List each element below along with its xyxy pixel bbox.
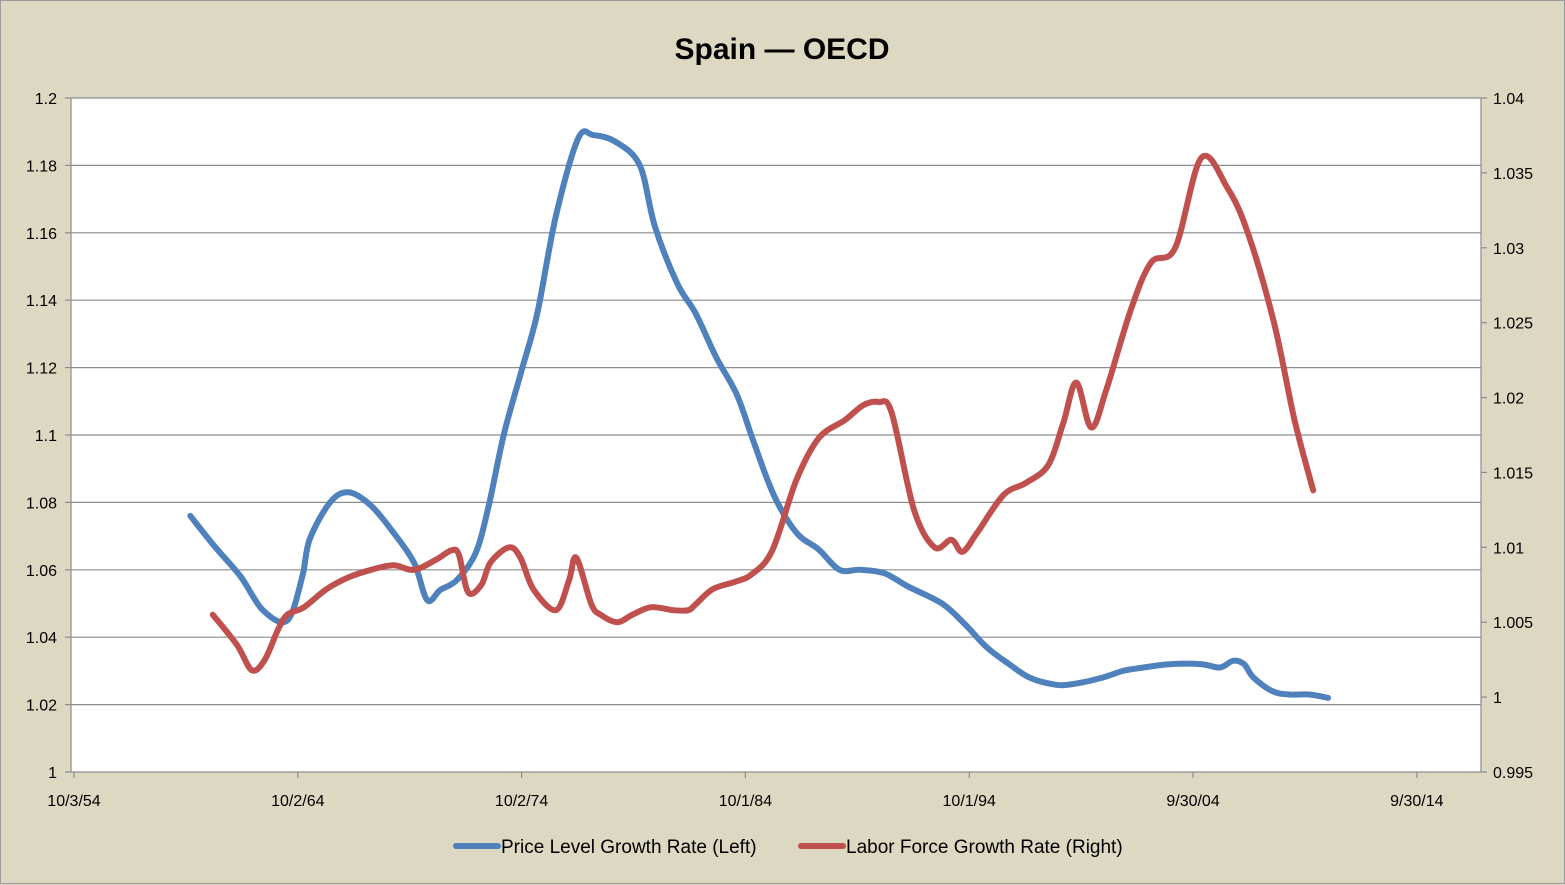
y-left-tick-label: 1: [48, 765, 57, 782]
x-tick-label: 10/2/74: [495, 793, 548, 810]
x-tick-label: 9/30/14: [1390, 793, 1443, 810]
chart-title: Spain — OECD: [674, 33, 889, 66]
y-left-tick-label: 1.12: [26, 361, 57, 378]
y-left-tick-label: 1.14: [26, 293, 57, 310]
legend-label-labor-force: Labor Force Growth Rate (Right): [846, 837, 1123, 858]
y-right-tick-label: 1.005: [1493, 615, 1533, 632]
x-tick-label: 10/3/54: [47, 793, 100, 810]
labor-force-growth-line: [209, 152, 1317, 674]
legend: Price Level Growth Rate (Left) Labor For…: [453, 837, 1123, 858]
legend-label-price-level: Price Level Growth Rate (Left): [501, 837, 757, 858]
y-left-tick-label: 1.16: [26, 226, 57, 243]
y-right-tick-label: 1.01: [1493, 540, 1524, 557]
x-tick-label: 10/1/94: [943, 793, 996, 810]
y-left-tick-label: 1.02: [26, 698, 57, 715]
y-left-tick-label: 1.1: [35, 428, 57, 445]
y-right-tick-label: 1.025: [1493, 316, 1533, 333]
y-left-tick-label: 1.2: [35, 91, 57, 108]
x-tick-label: 10/2/64: [271, 793, 324, 810]
y-right-tick-label: 0.995: [1493, 765, 1533, 782]
y-left-tick-label: 1.08: [26, 495, 57, 512]
x-tick-label: 9/30/04: [1166, 793, 1219, 810]
price-level-growth-line: [187, 128, 1332, 701]
y-right-tick-label: 1.04: [1493, 91, 1524, 108]
y-left-tick-label: 1.18: [26, 158, 57, 175]
y-left-tick-label: 1.06: [26, 563, 57, 580]
axes: 1 1.02 1.04 1.06 1.08 1.1 1.12 1.14 1.16 1.18 1.2 0…: [26, 91, 1533, 810]
y-left-tick-label: 1.04: [26, 630, 57, 647]
x-tick-label: 10/1/84: [719, 793, 772, 810]
y-right-tick-label: 1.02: [1493, 391, 1524, 408]
series-lines: [187, 128, 1332, 701]
y-right-tick-label: 1.03: [1493, 241, 1524, 258]
y-right-tick-label: 1.015: [1493, 465, 1533, 482]
y-right-tick-label: 1.035: [1493, 166, 1533, 183]
y-right-tick-label: 1: [1493, 690, 1502, 707]
